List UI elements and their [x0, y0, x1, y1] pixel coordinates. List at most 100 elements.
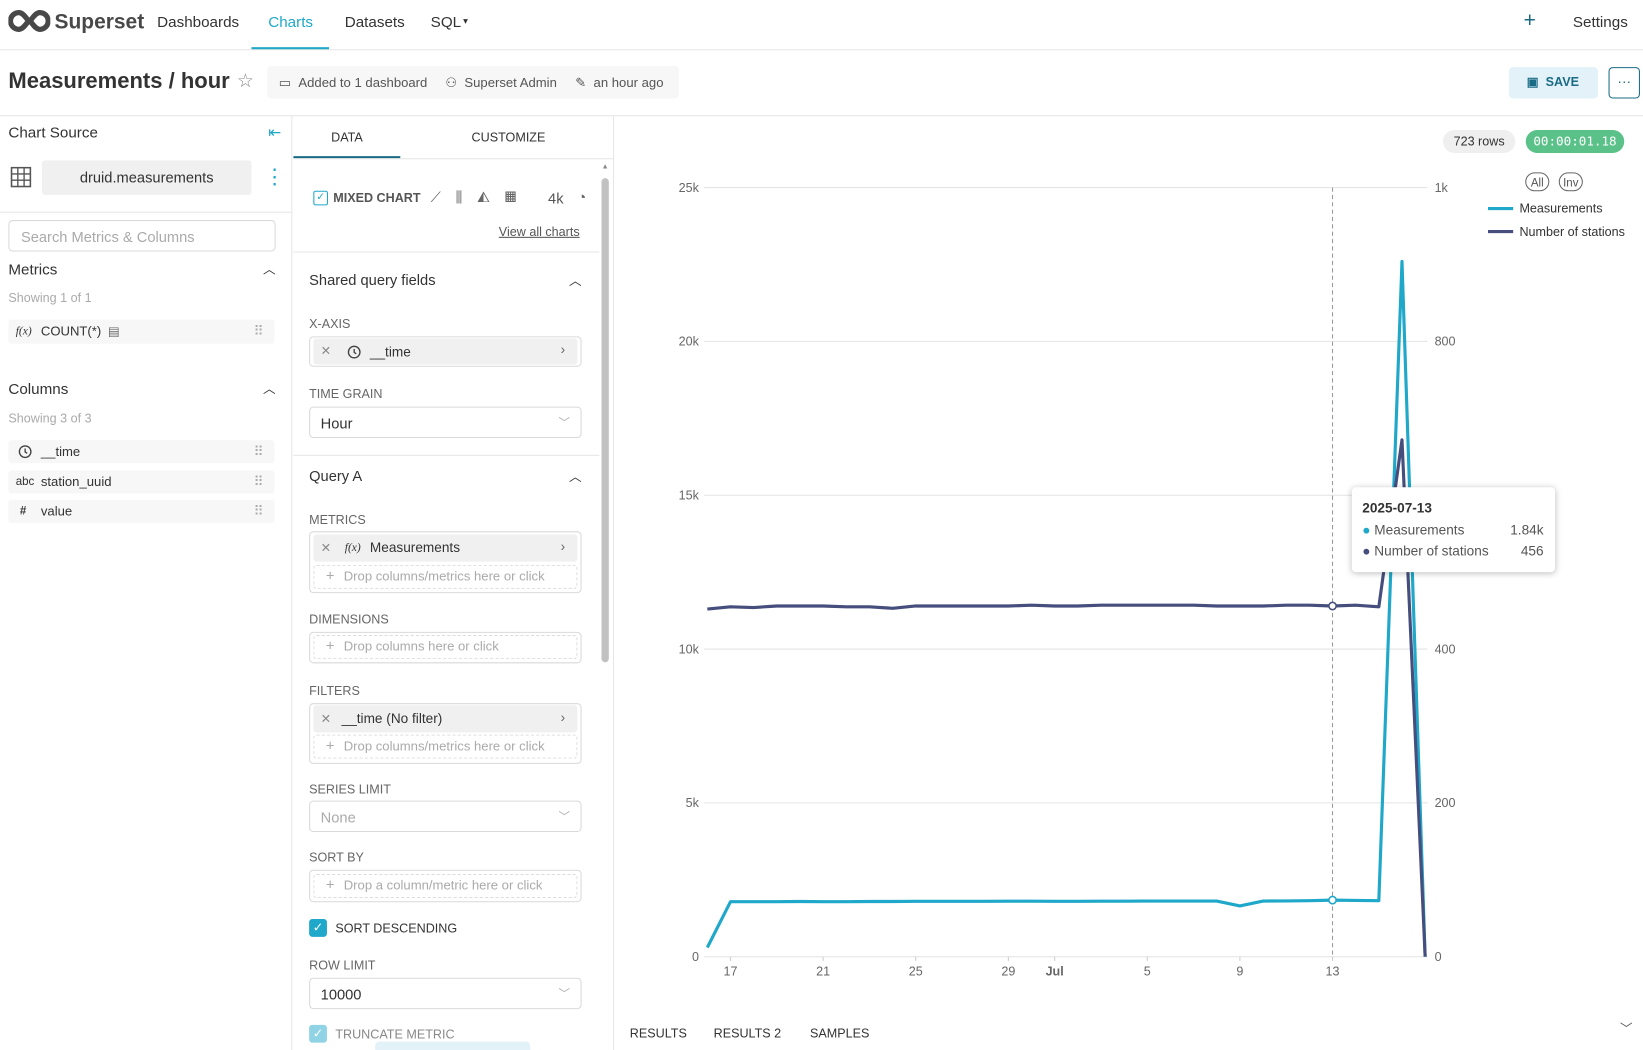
legend-label[interactable]: Number of stations [1519, 225, 1624, 239]
checkbox[interactable]: ✓ [309, 1024, 327, 1043]
dataset-name[interactable]: druid.measurements [41, 160, 252, 195]
drag-handle[interactable]: ⠿ [253, 502, 264, 519]
viz-icon[interactable]: ✓ [313, 190, 328, 206]
select[interactable]: 10000 [309, 977, 582, 1010]
section-heading[interactable]: Metrics [8, 261, 58, 279]
legend-button-label[interactable]: All [1531, 178, 1544, 190]
caret: ▾ [463, 15, 468, 27]
legend-button[interactable] [1525, 172, 1550, 192]
view-all-link[interactable]: View all charts [498, 224, 580, 239]
add-button[interactable]: + [1523, 9, 1536, 33]
viz-shortcuts[interactable]: ⟋⫼◭▦ [430, 188, 532, 206]
select-arrow: ﹀ [558, 988, 571, 1001]
count: Showing 1 of 1 [8, 290, 92, 305]
brand[interactable]: Superset [54, 10, 145, 34]
remove-icon[interactable]: ✕ [320, 711, 332, 727]
section-heading[interactable]: Shared query fields [309, 271, 436, 289]
y2-tick-label: 400 [1435, 642, 1456, 656]
nav-link[interactable]: Charts [268, 14, 314, 32]
control-box [309, 336, 582, 367]
results-tab[interactable]: SAMPLES [810, 1025, 870, 1041]
chart-header [0, 50, 1643, 117]
divider [613, 115, 615, 1050]
checkbox[interactable]: ✓ [309, 919, 327, 937]
y-tick-label: 20k [679, 335, 700, 349]
drag-handle[interactable]: ⠿ [253, 473, 264, 490]
y2-tick-label: 200 [1435, 796, 1456, 810]
tooltip-value: 1.84k [1510, 521, 1544, 538]
control-label: ROW LIMIT [309, 957, 376, 973]
save-button[interactable] [1508, 67, 1599, 99]
selected-value: __time [369, 343, 411, 360]
viz-shortcut[interactable]: 4k [548, 189, 564, 207]
legend-button-label[interactable]: Inv [1563, 178, 1579, 190]
collapse-caret[interactable]: ︿ [263, 381, 276, 397]
results-tab[interactable]: RESULTS 2 [713, 1025, 782, 1041]
save-label[interactable]: ▣ SAVE [1526, 74, 1579, 90]
tab[interactable]: CUSTOMIZE [471, 129, 546, 145]
collapse-icon[interactable]: ⇤ [268, 123, 282, 142]
dataset-menu[interactable]: ⋮ [264, 165, 286, 189]
legend-button[interactable] [1558, 172, 1583, 192]
section-heading[interactable]: Query A [309, 467, 363, 485]
control-label: TIME GRAIN [309, 386, 383, 402]
metadata-dashboards[interactable]: ▭ Added to 1 dashboard [278, 75, 428, 91]
collapse-caret[interactable]: ︿ [569, 469, 582, 485]
favorite-star[interactable]: ☆ [236, 70, 254, 92]
divider [293, 251, 600, 253]
select[interactable]: Hour [309, 406, 582, 439]
settings-menu[interactable]: Settings [1572, 14, 1628, 32]
x-tick-label: 21 [816, 965, 830, 979]
collapse-caret[interactable]: ︿ [569, 273, 582, 289]
viz-shortcut[interactable]: ◔ [577, 188, 587, 206]
tooltip-row: ● Number of stations [1362, 543, 1488, 559]
count: Showing 3 of 3 [8, 410, 92, 426]
selected-item[interactable] [313, 705, 578, 733]
chart-title[interactable]: Measurements / hour [8, 69, 230, 94]
drop-zone[interactable]: Drop columns/metrics here or click [313, 734, 578, 759]
tab[interactable]: DATA [331, 129, 363, 145]
column-row[interactable] [8, 499, 275, 523]
nav-link[interactable]: SQL [430, 14, 462, 32]
more-button[interactable]: ··· [1608, 67, 1640, 99]
column-row[interactable] [8, 440, 275, 464]
chevron[interactable]: › [560, 538, 566, 555]
section-heading[interactable]: Columns [8, 381, 69, 399]
remove-icon[interactable]: ✕ [320, 540, 332, 556]
metadata-bar [267, 66, 680, 99]
x-tick-label: 13 [1326, 965, 1340, 979]
run-button[interactable] [375, 1041, 531, 1050]
collapse-caret[interactable]: ︿ [263, 261, 276, 277]
expand-icon[interactable]: ﹀ [1620, 1021, 1633, 1037]
drop-zone[interactable]: Drop columns/metrics here or click [313, 564, 578, 589]
results-tab[interactable]: RESULTS [629, 1025, 687, 1041]
selected-item[interactable] [313, 534, 578, 562]
y-tick-label: 25k [679, 181, 700, 195]
drag-handle[interactable]: ⠿ [253, 322, 264, 339]
drop-zone[interactable]: Drop columns here or click [313, 635, 578, 660]
select-arrow: ﹀ [558, 811, 571, 824]
column-row[interactable] [8, 470, 275, 494]
tooltip-value: 456 [1520, 542, 1544, 559]
drag-handle[interactable]: ⠿ [253, 443, 264, 459]
metric-icon: f(x) [344, 541, 361, 555]
control-label: FILTERS [309, 683, 360, 698]
nav-link[interactable]: Datasets [344, 14, 405, 32]
drop-zone[interactable]: Drop a column/metric here or click [313, 873, 578, 899]
scrollbar-thumb[interactable] [601, 178, 609, 663]
plus-icon: + [325, 637, 335, 654]
tooltip-dot: ● [1362, 542, 1371, 559]
y2-tick-label: 1k [1435, 181, 1449, 195]
scroll-arrow[interactable]: ▲ [601, 163, 609, 171]
remove-icon[interactable]: ✕ [320, 343, 332, 359]
metric-row[interactable] [8, 319, 275, 344]
chevron[interactable]: › [560, 341, 566, 358]
search-input[interactable]: Search Metrics & Columns [8, 220, 276, 252]
legend-label[interactable]: Measurements [1519, 202, 1602, 216]
viz-type[interactable]: MIXED CHART [333, 190, 421, 206]
nav-link[interactable]: Dashboards [157, 14, 240, 32]
select[interactable]: None [309, 800, 582, 833]
chevron[interactable]: › [560, 709, 566, 726]
selected-item[interactable] [313, 338, 578, 365]
